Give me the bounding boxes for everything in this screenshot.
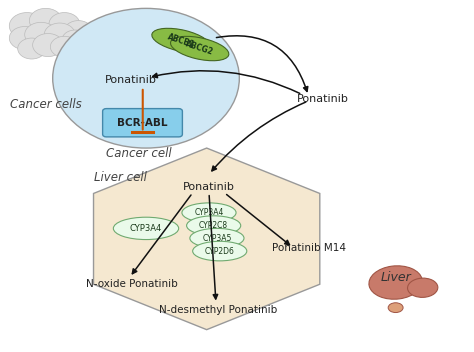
Circle shape (44, 23, 75, 46)
Text: ABCG2: ABCG2 (184, 40, 215, 57)
Circle shape (50, 36, 78, 57)
Text: CYP3A5: CYP3A5 (202, 234, 232, 243)
FancyBboxPatch shape (102, 109, 182, 137)
Circle shape (66, 42, 91, 60)
Ellipse shape (192, 241, 247, 261)
Text: CYP2C8: CYP2C8 (199, 221, 228, 230)
Text: Ponatinib M14: Ponatinib M14 (272, 243, 346, 253)
Circle shape (64, 21, 92, 42)
Ellipse shape (388, 303, 403, 313)
Ellipse shape (182, 203, 236, 222)
Polygon shape (93, 148, 320, 330)
Circle shape (29, 8, 62, 33)
Text: CYP3A4: CYP3A4 (130, 224, 162, 233)
Ellipse shape (187, 216, 241, 235)
Circle shape (9, 26, 40, 50)
Text: Cancer cells: Cancer cells (10, 98, 82, 111)
Text: CYP3A4: CYP3A4 (194, 208, 224, 217)
Ellipse shape (369, 266, 422, 299)
Ellipse shape (190, 228, 244, 248)
Ellipse shape (113, 217, 179, 240)
Ellipse shape (171, 36, 229, 61)
Text: N-oxide Ponatinib: N-oxide Ponatinib (86, 279, 178, 289)
Circle shape (18, 38, 46, 59)
Ellipse shape (53, 8, 239, 148)
Text: Ponatinib: Ponatinib (297, 94, 349, 104)
Circle shape (25, 22, 57, 47)
Text: Liver cell: Liver cell (94, 171, 147, 184)
Circle shape (62, 30, 88, 50)
Text: ABCB1: ABCB1 (166, 32, 196, 49)
Circle shape (9, 13, 45, 39)
Text: Ponatinib: Ponatinib (183, 182, 235, 192)
Text: BCR-ABL: BCR-ABL (117, 118, 168, 128)
Text: Ponatinib: Ponatinib (105, 75, 157, 85)
Text: Cancer cell: Cancer cell (106, 147, 172, 160)
Circle shape (33, 33, 64, 57)
Ellipse shape (152, 28, 210, 53)
Text: CYP2D6: CYP2D6 (205, 247, 235, 256)
Ellipse shape (408, 278, 438, 297)
Text: N-desmethyl Ponatinib: N-desmethyl Ponatinib (159, 306, 277, 315)
Text: Liver: Liver (380, 271, 411, 284)
Circle shape (49, 13, 80, 36)
